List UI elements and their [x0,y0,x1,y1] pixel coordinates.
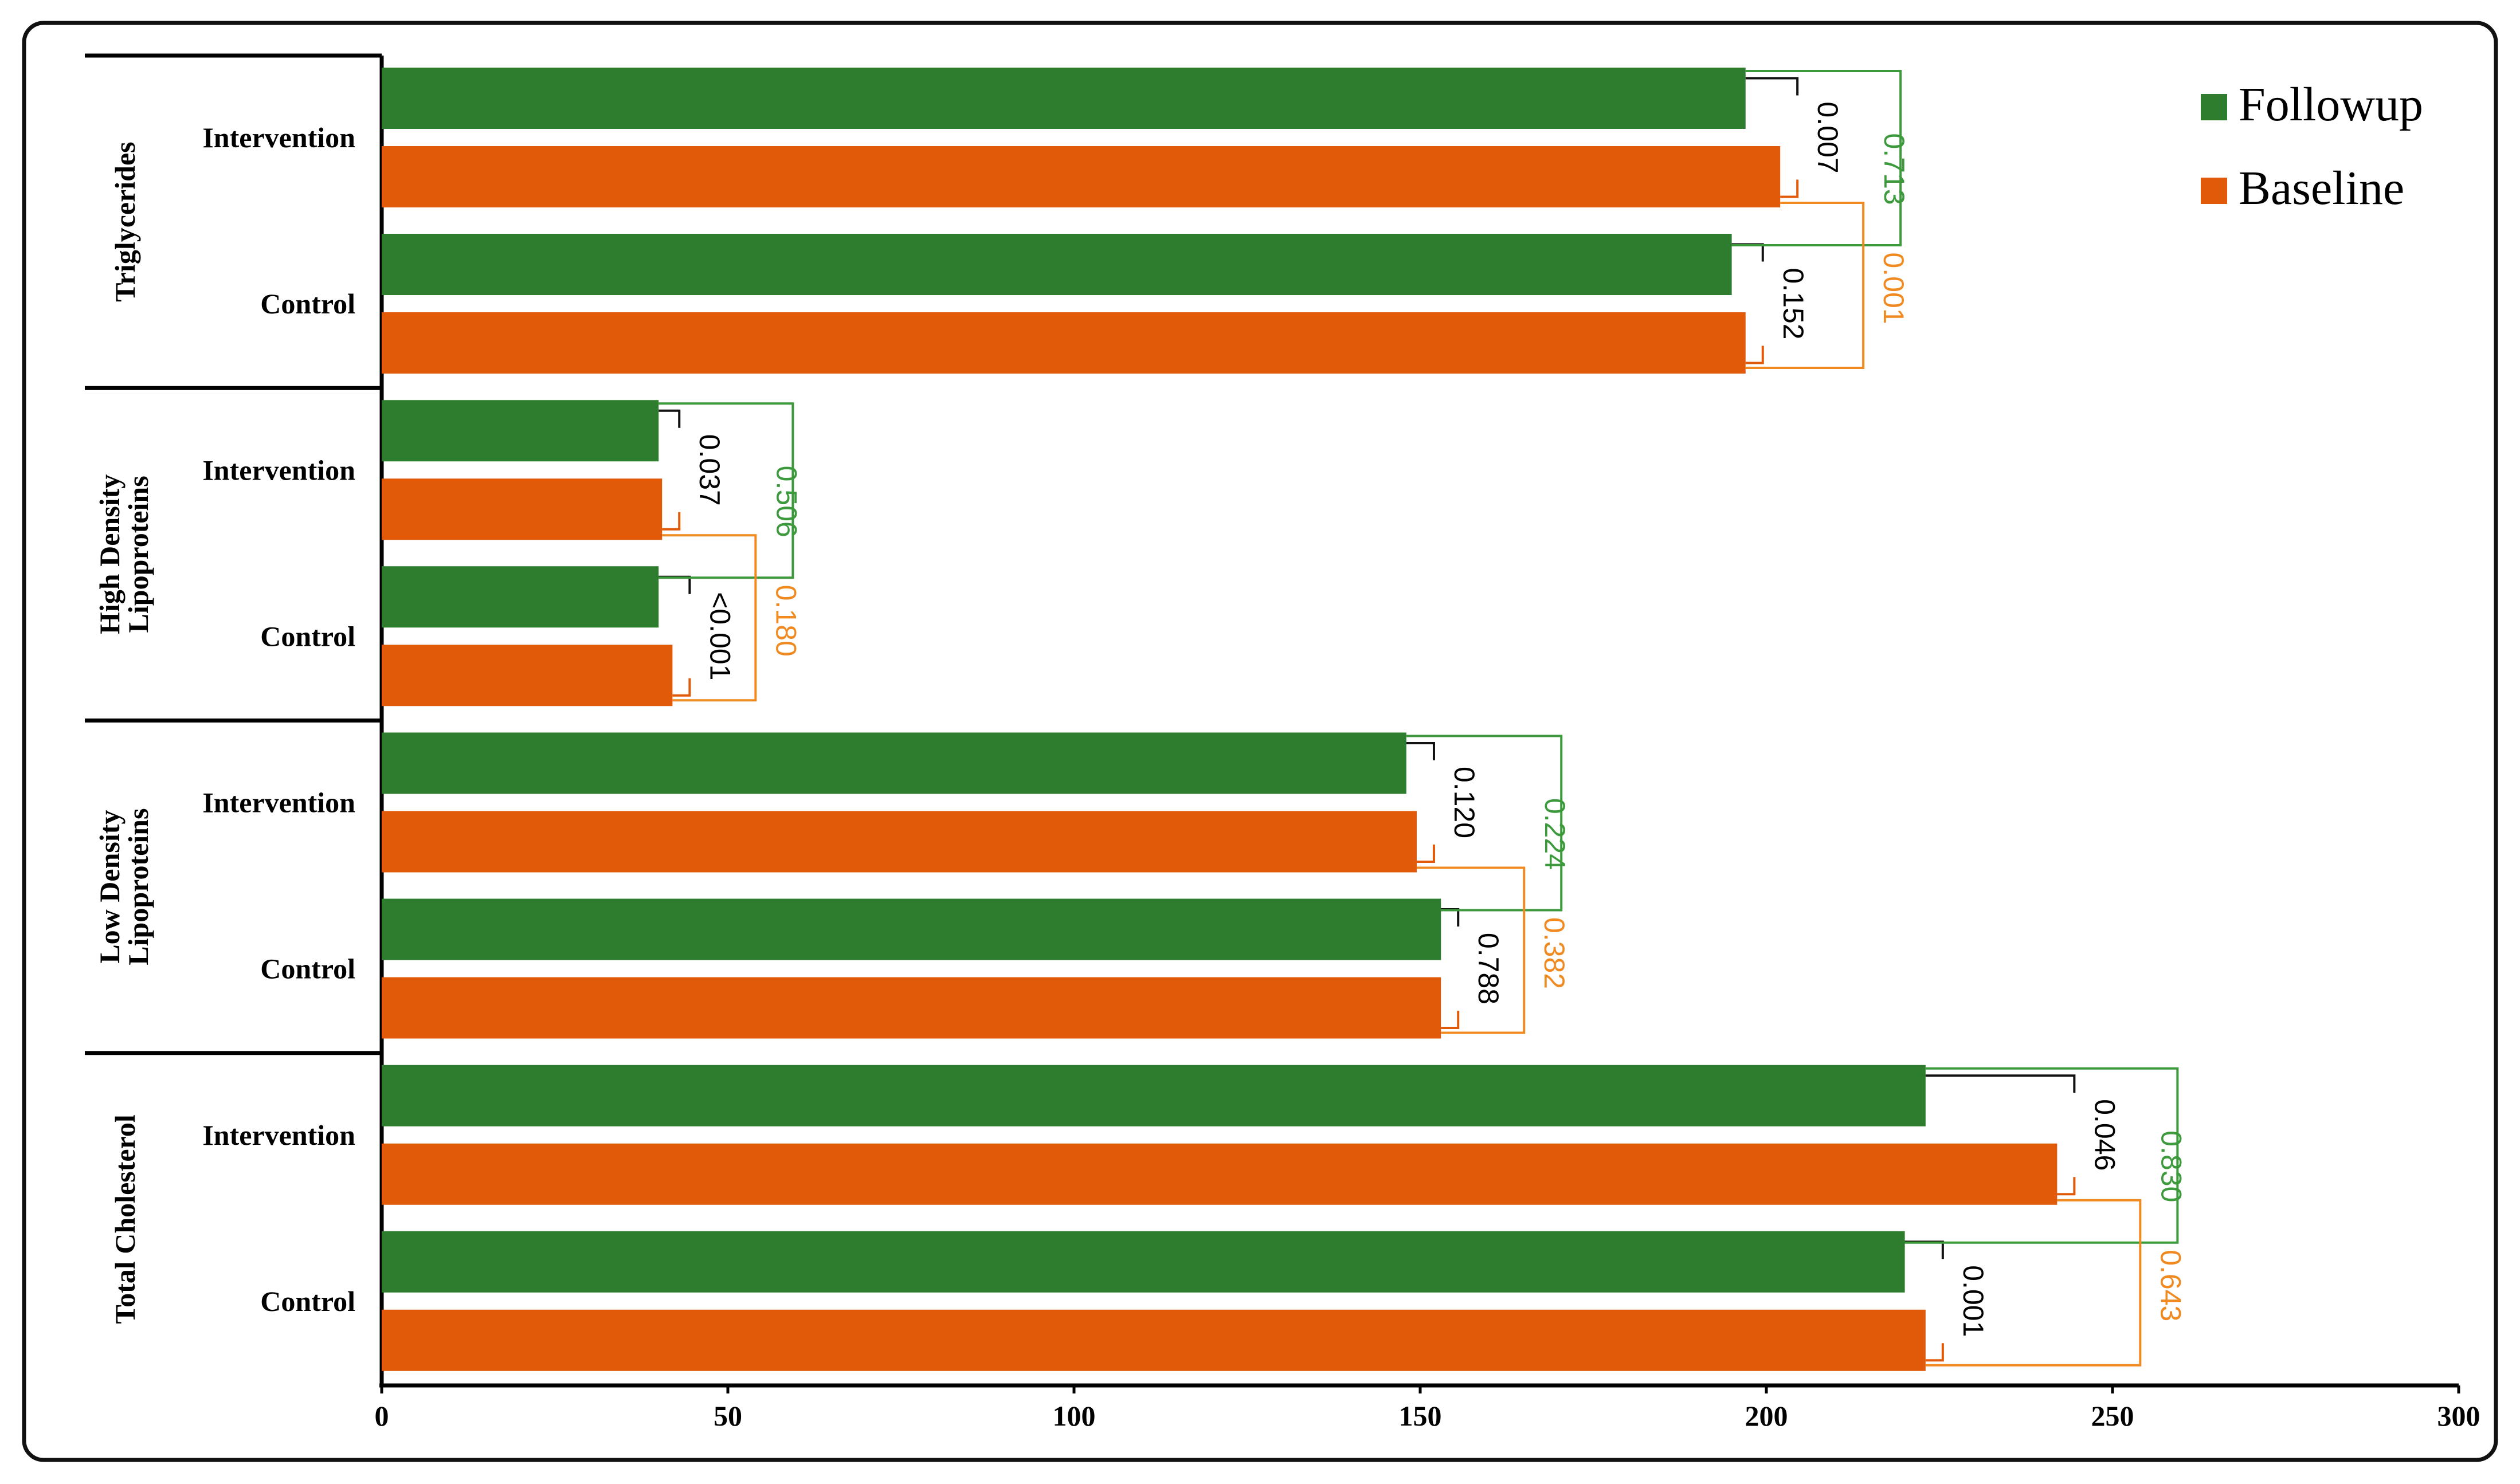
p-value-within: 0.152 [1777,268,1809,339]
bracket-followup [1731,70,1902,246]
row-label: Intervention [202,454,355,486]
bracket-baseline [1745,202,1865,369]
p-value-baseline: 0.643 [2154,1250,2186,1321]
bracket-within-baseline [1416,845,1435,863]
bracket-within [1406,742,1435,760]
p-value-followup: 0.506 [770,466,802,537]
bracket-baseline [1416,866,1526,1034]
bar-followup [382,732,1406,794]
legend-swatch [2201,94,2227,120]
p-value-within: 0.046 [2088,1099,2121,1171]
bracket-followup [1904,1067,2179,1244]
group-label: Triglycerides [109,142,141,302]
group-total-cholesterol: Total Cholesterol Intervention 0.046 Contro… [85,1051,2187,1371]
group-label-line: Lipoproteins [122,808,154,965]
group-high-density-lipoproteins: High DensityLipoproteins Intervention 0.03… [85,386,802,706]
bar-baseline [382,977,1441,1039]
bracket-within-baseline [1441,1011,1460,1029]
legend-swatch [2201,178,2227,204]
bracket-followup [659,402,794,579]
group-label-line: Low Density [93,810,126,964]
x-tick-label: 300 [2437,1400,2480,1432]
group-triglycerides: Triglycerides Intervention 0.007 Control 0.1… [85,53,1910,374]
row-label: Intervention [202,787,355,819]
bar-followup [382,1065,1926,1126]
legend-item: Followup [2239,78,2423,131]
bar-followup [382,898,1441,960]
bar-baseline [382,1309,1926,1371]
bar-baseline [382,1143,2057,1205]
legend-item: Baseline [2239,162,2404,215]
bar-baseline [382,811,1417,873]
group-label: High DensityLipoproteins [93,474,154,634]
x-tick-label: 0 [375,1400,389,1432]
bar-followup [382,1231,1905,1293]
p-value-within: 0.120 [1448,767,1480,838]
bar-baseline [382,478,663,540]
bracket-within [659,575,691,594]
chart-frame [22,21,2498,1462]
bar-followup [382,566,659,628]
bracket-baseline [662,534,757,702]
bracket-within-baseline [1745,346,1764,364]
p-value-baseline: 0.382 [1538,917,1570,989]
p-value-within: <0.001 [704,592,736,680]
group-label: Total Cholesterol [109,1114,141,1324]
bar-baseline [382,645,673,706]
row-label: Intervention [202,121,355,154]
group-low-density-lipoproteins: Low DensityLipoproteins Intervention 0.120… [85,719,1571,1039]
bar-baseline [382,312,1746,374]
bar-followup [382,234,1732,295]
p-value-followup: 0.830 [2155,1130,2187,1202]
bracket-within [1731,243,1764,262]
bracket-baseline [1925,1199,2142,1367]
row-label: Control [260,953,355,985]
group-label-line: Lipoproteins [122,476,154,633]
bracket-within-baseline [2057,1177,2076,1196]
group-label: Low DensityLipoproteins [93,808,154,965]
bracket-within [1745,77,1799,96]
bar-baseline [382,146,1781,207]
x-tick-label: 50 [714,1400,742,1432]
row-label: Intervention [202,1119,355,1151]
bracket-within-baseline [672,678,691,697]
p-value-baseline: 0.001 [1878,252,1910,324]
x-tick-label: 200 [1745,1400,1788,1432]
x-tick-label: 250 [2091,1400,2134,1432]
p-value-baseline: 0.180 [770,585,802,657]
row-label: Control [260,620,355,652]
bar-followup [382,68,1746,129]
p-value-within: 0.001 [1957,1265,1989,1337]
x-tick-label: 150 [1399,1400,1442,1432]
p-value-within: 0.788 [1472,933,1504,1004]
p-value-within: 0.037 [693,434,726,506]
bracket-followup [1406,735,1563,912]
x-tick-label: 100 [1053,1400,1096,1432]
bracket-within-baseline [662,512,681,531]
bracket-within [1904,1240,1944,1259]
bracket-within [659,409,681,428]
bracket-within [1925,1074,2076,1093]
bracket-within [1441,908,1460,926]
bracket-within-baseline [1780,179,1799,198]
bar-followup [382,400,659,462]
group-label-line: High Density [93,474,126,634]
bracket-within-baseline [1925,1343,1944,1362]
row-label: Control [260,1285,355,1317]
legend: Followup Baseline [2201,78,2423,215]
p-value-within: 0.007 [1812,101,1844,173]
row-label: Control [260,288,355,320]
p-value-followup: 0.224 [1539,798,1571,870]
p-value-followup: 0.713 [1878,133,1910,205]
